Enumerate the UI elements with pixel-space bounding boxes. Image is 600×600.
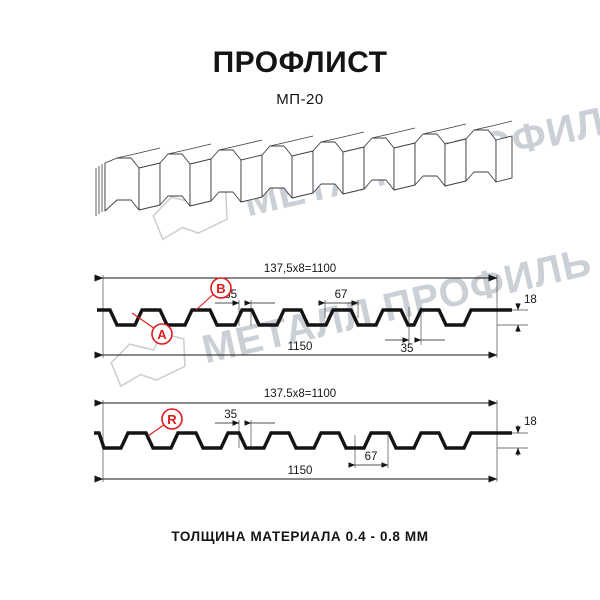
cross-section-top: 137,5x8=1100 35 67 35: [94, 263, 537, 359]
profile-polyline-bottom: [94, 431, 512, 450]
dimension-35-bottom-label: 35: [224, 409, 237, 421]
dimension-height-18-top-label: 18: [524, 294, 537, 306]
dimension-67-top: 67: [318, 289, 359, 306]
watermark-text: МЕТАЛЛ ПРОФИЛЬ: [198, 240, 596, 372]
dimension-top-pitch: 137,5x8=1100: [94, 263, 498, 282]
dimension-height-18-bottom: 18: [515, 416, 537, 456]
watermark-logo-icon: [152, 185, 228, 241]
callout-marker-r[interactable]: R: [147, 408, 183, 437]
dimension-top-pitch-label: 137,5x8=1100: [264, 263, 336, 275]
dimension-width-1150-bottom-label: 1150: [288, 465, 313, 477]
profile-polyline-top: [97, 308, 512, 327]
callout-circle-b: [210, 277, 232, 299]
dimension-35-lower-label: 35: [401, 343, 414, 355]
dimension-width-1150-top: 1150: [94, 341, 498, 359]
callout-label-b: B: [216, 281, 225, 296]
callout-circle-r: [161, 408, 183, 430]
dimension-67-bottom-label: 67: [365, 451, 378, 463]
callout-label-r: R: [167, 412, 177, 427]
dimension-height-18-bottom-label: 18: [524, 416, 537, 428]
title-block: ПРОФЛИСТ МП-20: [0, 46, 600, 108]
cross-section-bottom: 137.5x8=1100 35 67 18: [94, 388, 537, 483]
callout-circle-a: [151, 323, 173, 345]
watermark-logo-icon: [110, 332, 186, 388]
isometric-sheet-view: [95, 120, 513, 216]
callout-marker-a[interactable]: A: [131, 312, 173, 345]
dimension-bottom-pitch-label: 137.5x8=1100: [264, 388, 336, 400]
dimension-width-1150-bottom: 1150: [94, 465, 498, 483]
dimension-35-lower: 35: [385, 337, 445, 355]
dimension-35-bottom: 35: [215, 409, 275, 426]
dimension-67-bottom: 67: [348, 451, 389, 468]
product-model-label: МП-20: [276, 91, 324, 108]
page-title: ПРОФЛИСТ: [212, 46, 388, 79]
callout-label-a: A: [157, 327, 167, 342]
material-thickness-note: ТОЛЩИНА МАТЕРИАЛА 0.4 - 0.8 ММ: [171, 529, 429, 544]
dimension-width-1150-top-label: 1150: [288, 341, 313, 353]
dimension-height-18-top: 18: [515, 294, 537, 332]
dimension-bottom-pitch: 137.5x8=1100: [94, 388, 498, 407]
callout-marker-b[interactable]: B: [195, 277, 232, 311]
dimension-67-top-label: 67: [335, 289, 348, 301]
